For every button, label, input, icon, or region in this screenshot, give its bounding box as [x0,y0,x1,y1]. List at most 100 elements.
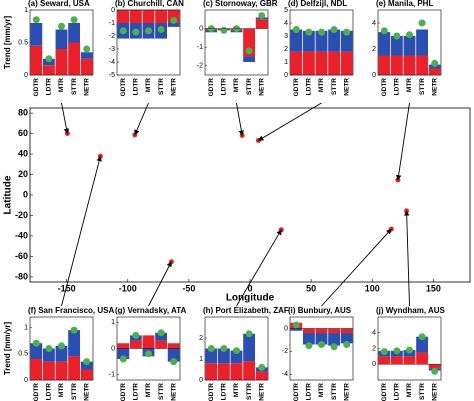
marker [393,32,401,40]
category-label: LDTR [221,78,228,96]
bar-segment [428,364,441,369]
y-tick-label: -2 [282,348,288,355]
bar-segment [315,328,328,334]
arrow [61,155,102,307]
bar-segment [42,65,55,75]
category-label: LDTR [46,383,53,401]
category-label: LDTR [221,383,228,401]
bar-segment [243,56,256,62]
bar-segment [416,29,429,56]
marker [258,12,266,20]
marker [233,347,240,355]
marker [305,342,313,350]
y-tick-label: 2 [372,345,376,352]
y-tick-label: 0 [111,345,115,352]
y-tick-label: 0 [199,377,203,384]
bar-segment [302,30,315,52]
marker [292,26,300,33]
bar-segment [217,363,230,380]
x-tick-label: -150 [58,283,76,293]
bar-segment [340,328,353,334]
bar-segment [328,29,341,52]
bar-segment [55,345,68,362]
y-tick-label: 4 [372,330,376,337]
category-label: GDTR [293,383,300,401]
marker [119,355,127,363]
panel-title: (e) Manila, PHL [376,0,433,8]
marker [393,347,401,355]
marker [145,27,152,35]
category-label: STTR [158,383,165,400]
y-tick-label: -20 [15,210,28,220]
y-tick-label: -80 [15,271,28,281]
category-label: LDTR [394,383,401,401]
bar-segment [167,343,180,349]
marker [418,333,426,341]
marker [170,358,178,366]
y-tick-label: 1 [24,324,28,331]
category-label: GDTR [33,383,40,401]
bar-segment [55,29,68,49]
y-tick-label: -5 [109,72,115,79]
bar-segment [243,333,256,362]
category-label: LDTR [133,383,140,401]
bar-segment [328,328,341,334]
bar-segment [255,371,268,380]
category-label: MTR [318,383,325,397]
x-tick-label: -100 [119,283,137,293]
arrow [236,102,244,136]
category-label: MTR [58,383,65,397]
bar-segment [42,361,55,380]
bar-segment [217,348,230,364]
y-tick-label: -1 [197,44,203,51]
bar-segment [30,23,43,46]
marker [157,329,165,337]
bar-segment [30,343,43,359]
bar-segment [302,333,315,345]
bar-segment [80,369,93,380]
panel-title: (b) Churchill, CAN [115,0,184,8]
bar-segment [42,348,55,362]
bar-segment [340,51,353,75]
y-axis-label: Trend [mm/yr] [3,321,12,375]
bar-segment [390,356,403,365]
y-tick-label: 0 [23,189,28,199]
marker [145,350,152,358]
category-label: STTR [331,78,338,95]
marker [83,45,91,53]
bar-segment [142,335,155,349]
y-tick-label: 1 [24,7,28,14]
panel-title: (a) Seward, USA [28,0,90,8]
bar-segment [129,340,142,349]
marker [380,348,388,356]
category-label: MTR [233,78,240,92]
category-label: MTR [145,383,152,397]
category-label: LDTR [46,78,53,96]
marker [32,339,40,347]
bar-segment [117,348,130,359]
y-tick-label: 0 [199,25,203,32]
bar-segment [230,350,243,364]
panel-title: (h) Port Elizabeth, ZAF [203,306,289,315]
bar-segment [142,10,155,23]
x-tick-label: 100 [365,283,380,293]
bar-segment [403,36,416,56]
panel-title: (j) Wyndham, AUS [376,306,446,315]
bar-segment [30,359,43,380]
arrow [61,102,70,135]
bar-segment [55,49,68,75]
category-label: GDTR [120,383,127,401]
category-label: NETR [83,383,90,401]
panel-title: (f) San Francisco, USA [28,306,114,315]
category-label: GDTR [208,78,215,97]
category-label: GDTR [293,78,300,97]
marker [343,28,351,36]
bar-segment [315,51,328,75]
category-label: MTR [145,78,152,92]
marker [45,55,53,63]
y-tick-label: 1 [111,319,115,326]
bar-segment [243,361,256,380]
y-tick-label: 2 [199,335,203,342]
marker [406,346,413,354]
category-label: NETR [258,78,265,96]
